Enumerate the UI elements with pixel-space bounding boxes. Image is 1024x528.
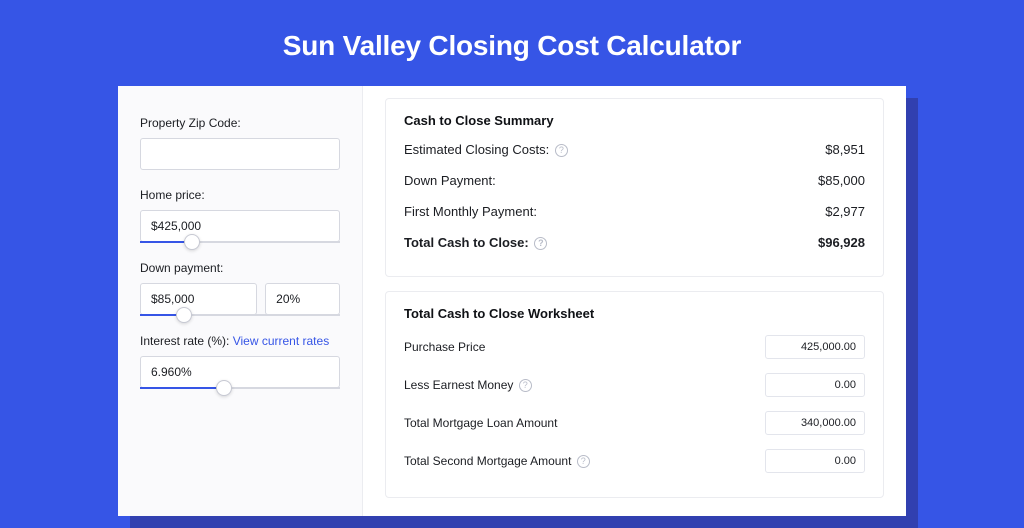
worksheet-card: Total Cash to Close Worksheet Purchase P… xyxy=(385,291,884,498)
summary-row-label: Down Payment: xyxy=(404,173,496,188)
interest-rate-field-group: Interest rate (%): View current rates xyxy=(140,334,340,389)
summary-row: First Monthly Payment: $2,977 xyxy=(404,204,865,219)
summary-row-value: $96,928 xyxy=(818,235,865,250)
interest-rate-slider[interactable] xyxy=(140,387,340,389)
down-payment-label: Down payment: xyxy=(140,261,340,275)
worksheet-row-label: Purchase Price xyxy=(404,340,485,354)
results-column: Cash to Close Summary Estimated Closing … xyxy=(363,86,906,516)
worksheet-value-input[interactable] xyxy=(765,449,865,473)
help-icon[interactable]: ? xyxy=(555,144,568,157)
down-payment-slider-thumb[interactable] xyxy=(176,307,192,323)
worksheet-title: Total Cash to Close Worksheet xyxy=(404,306,865,321)
worksheet-value-input[interactable] xyxy=(765,335,865,359)
summary-title: Cash to Close Summary xyxy=(404,113,865,128)
interest-rate-slider-fill xyxy=(140,387,224,389)
summary-row-label: Estimated Closing Costs: ? xyxy=(404,142,568,157)
down-payment-field-group: Down payment: xyxy=(140,261,340,316)
interest-rate-input[interactable] xyxy=(140,356,340,388)
inputs-column: Property Zip Code: Home price: Down paym… xyxy=(118,86,363,516)
summary-row: Down Payment: $85,000 xyxy=(404,173,865,188)
summary-row-value: $85,000 xyxy=(818,173,865,188)
worksheet-row-label: Total Second Mortgage Amount ? xyxy=(404,454,590,468)
worksheet-value-input[interactable] xyxy=(765,373,865,397)
view-rates-link[interactable]: View current rates xyxy=(233,334,330,348)
summary-row-label: First Monthly Payment: xyxy=(404,204,537,219)
home-price-slider[interactable] xyxy=(140,241,340,243)
interest-rate-label-text: Interest rate (%): xyxy=(140,334,233,348)
help-icon[interactable]: ? xyxy=(519,379,532,392)
zip-input[interactable] xyxy=(140,138,340,170)
home-price-label: Home price: xyxy=(140,188,340,202)
help-icon[interactable]: ? xyxy=(577,455,590,468)
worksheet-row: Less Earnest Money ? xyxy=(404,373,865,397)
summary-row: Total Cash to Close: ? $96,928 xyxy=(404,235,865,250)
down-payment-slider[interactable] xyxy=(140,314,340,316)
worksheet-row: Total Second Mortgage Amount ? xyxy=(404,449,865,473)
interest-rate-label: Interest rate (%): View current rates xyxy=(140,334,340,348)
summary-card: Cash to Close Summary Estimated Closing … xyxy=(385,98,884,277)
down-payment-pct-input[interactable] xyxy=(265,283,340,315)
page-title: Sun Valley Closing Cost Calculator xyxy=(0,0,1024,84)
zip-field-group: Property Zip Code: xyxy=(140,116,340,170)
worksheet-row: Total Mortgage Loan Amount xyxy=(404,411,865,435)
worksheet-row: Purchase Price xyxy=(404,335,865,359)
help-icon[interactable]: ? xyxy=(534,237,547,250)
home-price-slider-thumb[interactable] xyxy=(184,234,200,250)
worksheet-row-label: Total Mortgage Loan Amount xyxy=(404,416,557,430)
zip-label: Property Zip Code: xyxy=(140,116,340,130)
worksheet-value-input[interactable] xyxy=(765,411,865,435)
home-price-field-group: Home price: xyxy=(140,188,340,243)
summary-row-value: $2,977 xyxy=(825,204,865,219)
calculator-panel: Property Zip Code: Home price: Down paym… xyxy=(118,86,906,516)
summary-row-label: Total Cash to Close: ? xyxy=(404,235,547,250)
worksheet-row-label: Less Earnest Money ? xyxy=(404,378,532,392)
summary-row: Estimated Closing Costs: ? $8,951 xyxy=(404,142,865,157)
interest-rate-slider-thumb[interactable] xyxy=(216,380,232,396)
home-price-input[interactable] xyxy=(140,210,340,242)
down-payment-input[interactable] xyxy=(140,283,257,315)
summary-row-value: $8,951 xyxy=(825,142,865,157)
